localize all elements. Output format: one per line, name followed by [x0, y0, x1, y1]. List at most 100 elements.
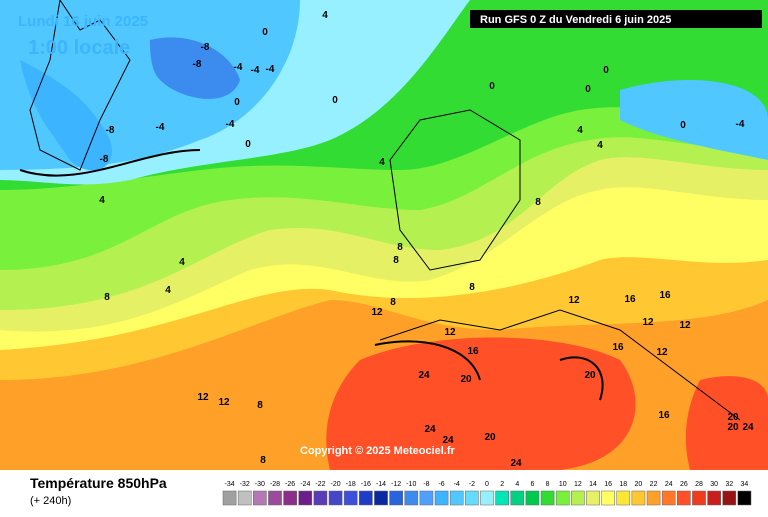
contour-label: 0: [603, 65, 609, 76]
colorbar-swatch: [601, 490, 615, 506]
colorbar-swatch: [343, 490, 358, 506]
colorbar-tick-label: 14: [589, 481, 597, 488]
colorbar-swatch: [268, 490, 282, 506]
colorbar-tick-label: 30: [710, 481, 718, 488]
contour-label: 8: [104, 292, 110, 303]
contour-label: 8: [469, 282, 475, 293]
contour-label: 20: [460, 374, 472, 385]
contour-label: 8: [260, 455, 266, 466]
colorbar-tick-label: 6: [530, 481, 534, 488]
colorbar-swatch: [374, 490, 388, 506]
contour-label: 4: [165, 285, 171, 296]
colorbar-tick-label: 16: [604, 481, 612, 488]
colorbar-swatch: [465, 490, 479, 506]
contour-label: 20: [484, 432, 496, 443]
colorbar-swatch: [631, 490, 646, 506]
run-info: Run GFS 0 Z du Vendredi 6 juin 2025: [480, 14, 671, 26]
contour-label: 8: [393, 255, 399, 266]
contour-label: 12: [642, 317, 654, 328]
colorbar-tick-label: 26: [680, 481, 688, 488]
colorbar-tick-label: 34: [741, 481, 749, 488]
contour-label: 0: [234, 97, 240, 108]
colorbar-swatch: [389, 490, 403, 506]
colorbar-tick-label: -18: [346, 481, 356, 488]
colorbar-tick-label: 28: [695, 481, 703, 488]
colorbar-swatch: [237, 490, 252, 506]
contour-label: -8: [106, 125, 115, 136]
colorbar-swatch: [525, 490, 540, 506]
colorbar-swatch: [449, 490, 464, 506]
colorbar-swatch: [313, 490, 328, 506]
colorbar-swatch: [677, 490, 691, 506]
copyright: Copyright © 2025 Meteociel.fr: [300, 445, 456, 457]
contour-label: -4: [736, 119, 745, 130]
contour-label: 16: [659, 290, 671, 301]
contour-label: 16: [467, 346, 479, 357]
contour-label: 16: [612, 342, 624, 353]
colorbar-tick-label: -24: [300, 481, 310, 488]
colorbar-tick-label: 22: [650, 481, 658, 488]
contour-label: 24: [424, 424, 436, 435]
colorbar-swatch: [707, 490, 721, 506]
colorbar-swatch: [510, 490, 525, 506]
contour-label: 24: [510, 458, 522, 469]
contour-label: 12: [197, 392, 209, 403]
colorbar-swatch: [283, 490, 297, 506]
colorbar-swatch: [555, 490, 570, 506]
colorbar-tick-label: -12: [391, 481, 401, 488]
contour-label: -8: [100, 154, 109, 165]
colorbar-tick-label: -10: [406, 481, 416, 488]
variable-title: Température 850hPa: [30, 475, 167, 491]
colorbar-tick-label: -22: [315, 481, 325, 488]
colorbar-tick-label: 8: [546, 481, 550, 488]
colorbar-swatch: [692, 490, 706, 506]
contour-label: 12: [656, 347, 668, 358]
colorbar-swatch: [480, 490, 494, 506]
colorbar-tick-label: 0: [485, 481, 489, 488]
colorbar-swatch: [586, 490, 600, 506]
colorbar-tick-label: 32: [725, 481, 733, 488]
contour-label: 4: [379, 157, 385, 168]
contour-label: 4: [577, 125, 583, 136]
colorbar-tick-label: -32: [240, 481, 250, 488]
contour-label: 12: [371, 307, 383, 318]
colorbar-tick-label: -30: [255, 481, 265, 488]
colorbar-swatch: [661, 490, 676, 506]
colorbar-swatch: [571, 490, 585, 506]
colorbar-tick-label: -16: [361, 481, 371, 488]
colorbar-tick-label: 20: [635, 481, 643, 488]
colorbar-tick-label: -4: [454, 481, 460, 488]
colorbar-swatch: [540, 490, 555, 506]
colorbar-tick-label: -2: [469, 481, 475, 488]
contour-label: 0: [262, 27, 268, 38]
colorbar: -34 -32 -30 -28 -26 -24 -22 -20 -18 -16 -14 -12 -10-…: [222, 481, 752, 506]
contour-label: -8: [193, 59, 202, 70]
contour-label: 4: [99, 195, 105, 206]
contour-label: 8: [535, 197, 541, 208]
run-box: [470, 10, 762, 28]
colorbar-swatch: [298, 490, 313, 506]
colorbar-tick-label: 4: [515, 481, 519, 488]
contour-label: 24: [442, 435, 454, 446]
contour-label: 0: [680, 120, 686, 131]
map-background: [0, 0, 768, 470]
colorbar-swatch: [646, 490, 661, 506]
contour-label: -8: [201, 42, 210, 53]
colorbar-tick-label: 2: [500, 481, 504, 488]
contour-label: 16: [658, 410, 670, 421]
contour-label: 4: [322, 10, 328, 21]
colorbar-tick-label: -8: [423, 481, 429, 488]
colorbar-tick-label: 24: [665, 481, 673, 488]
contour-label: 4: [597, 140, 603, 151]
contour-label: -4: [266, 64, 275, 75]
contour-label: -4: [156, 122, 165, 133]
contour-label: -4: [226, 119, 235, 130]
colorbar-tick-label: -14: [376, 481, 386, 488]
colorbar-tick-label: -20: [331, 481, 341, 488]
colorbar-swatch: [328, 490, 343, 506]
colorbar-swatch: [495, 490, 509, 506]
colorbar-swatch: [722, 490, 737, 506]
colorbar-swatch: [359, 490, 373, 506]
colorbar-swatch: [222, 490, 237, 506]
